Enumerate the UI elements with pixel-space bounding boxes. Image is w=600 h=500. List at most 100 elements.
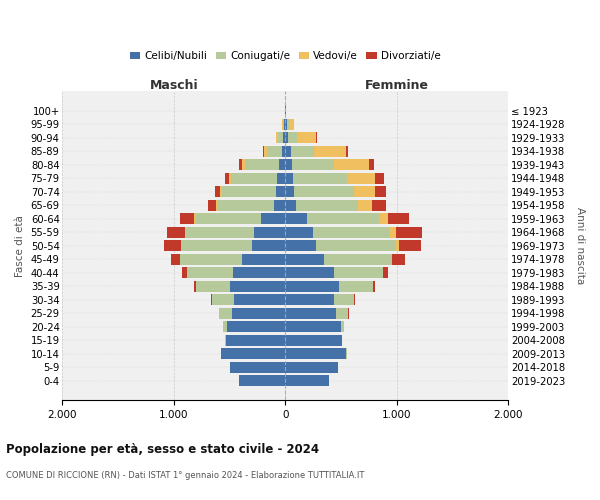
Bar <box>278 132 283 143</box>
Bar <box>211 294 212 305</box>
Bar <box>180 214 194 224</box>
Bar <box>276 186 286 197</box>
Bar <box>286 268 334 278</box>
Bar <box>286 200 296 210</box>
Bar <box>252 240 286 251</box>
Bar <box>347 173 376 184</box>
Bar <box>391 227 396 237</box>
Bar <box>286 308 337 318</box>
Bar <box>277 173 286 184</box>
Bar <box>284 119 286 130</box>
Bar <box>219 308 232 318</box>
Text: Femmine: Femmine <box>365 79 429 92</box>
Bar <box>180 254 242 264</box>
Text: Popolazione per età, sesso e stato civile - 2024: Popolazione per età, sesso e stato civil… <box>6 442 319 456</box>
Bar <box>396 227 422 237</box>
Bar <box>396 240 399 251</box>
Bar <box>182 268 187 278</box>
Bar <box>283 119 284 130</box>
Bar <box>234 294 286 305</box>
Bar <box>172 254 180 264</box>
Bar <box>313 227 391 237</box>
Bar <box>239 376 286 386</box>
Bar <box>220 186 222 197</box>
Bar <box>194 214 261 224</box>
Bar <box>286 281 338 291</box>
Bar <box>286 173 293 184</box>
Bar <box>334 294 353 305</box>
Bar <box>267 146 282 156</box>
Bar <box>286 160 292 170</box>
Bar <box>282 146 286 156</box>
Bar <box>230 281 286 291</box>
Bar <box>164 240 181 251</box>
Text: COMUNE DI RICCIONE (RN) - Dati ISTAT 1° gennaio 2024 - Elaborazione TUTTITALIA.I: COMUNE DI RICCIONE (RN) - Dati ISTAT 1° … <box>6 470 364 480</box>
Bar <box>276 132 278 143</box>
Bar <box>187 268 233 278</box>
Bar <box>286 132 289 143</box>
Bar <box>296 200 358 210</box>
Bar <box>289 119 294 130</box>
Bar <box>194 281 196 291</box>
Bar <box>286 240 316 251</box>
Bar <box>232 308 286 318</box>
Bar <box>212 294 234 305</box>
Bar <box>338 281 373 291</box>
Bar <box>294 186 353 197</box>
Bar <box>316 240 396 251</box>
Bar <box>286 214 307 224</box>
Bar <box>286 119 287 130</box>
Bar <box>167 227 185 237</box>
Bar <box>287 119 289 130</box>
Bar <box>215 186 220 197</box>
Bar <box>286 362 338 372</box>
Bar <box>376 186 386 197</box>
Bar <box>230 362 286 372</box>
Bar <box>233 268 286 278</box>
Bar <box>286 186 294 197</box>
Bar <box>231 173 277 184</box>
Bar <box>369 160 374 170</box>
Bar <box>242 160 245 170</box>
Bar <box>392 254 404 264</box>
Bar <box>399 240 421 251</box>
Bar <box>264 146 267 156</box>
Bar <box>289 132 297 143</box>
Bar <box>293 173 347 184</box>
Bar <box>354 294 355 305</box>
Bar <box>373 281 375 291</box>
Bar <box>292 160 334 170</box>
Bar <box>286 227 313 237</box>
Bar <box>274 200 286 210</box>
Legend: Celibi/Nubili, Coniugati/e, Vedovi/e, Divorziati/e: Celibi/Nubili, Coniugati/e, Vedovi/e, Di… <box>126 47 445 66</box>
Bar <box>239 160 242 170</box>
Bar <box>185 227 254 237</box>
Bar <box>208 200 217 210</box>
Bar <box>254 227 286 237</box>
Bar <box>286 146 291 156</box>
Bar <box>341 322 344 332</box>
Bar <box>346 146 348 156</box>
Bar <box>223 322 227 332</box>
Bar <box>263 146 264 156</box>
Bar <box>334 160 369 170</box>
Bar <box>324 254 392 264</box>
Bar <box>291 146 314 156</box>
Bar <box>283 132 286 143</box>
Text: Maschi: Maschi <box>149 79 198 92</box>
Bar <box>373 200 386 210</box>
Bar <box>314 146 346 156</box>
Bar <box>227 322 286 332</box>
Bar <box>334 268 383 278</box>
Bar <box>286 322 341 332</box>
Bar <box>286 294 334 305</box>
Bar <box>226 335 286 345</box>
Bar <box>221 348 286 359</box>
Bar <box>307 214 379 224</box>
Bar <box>261 214 286 224</box>
Bar <box>388 214 409 224</box>
Bar <box>297 132 316 143</box>
Bar <box>383 268 388 278</box>
Bar <box>217 200 274 210</box>
Y-axis label: Anni di nascita: Anni di nascita <box>575 207 585 284</box>
